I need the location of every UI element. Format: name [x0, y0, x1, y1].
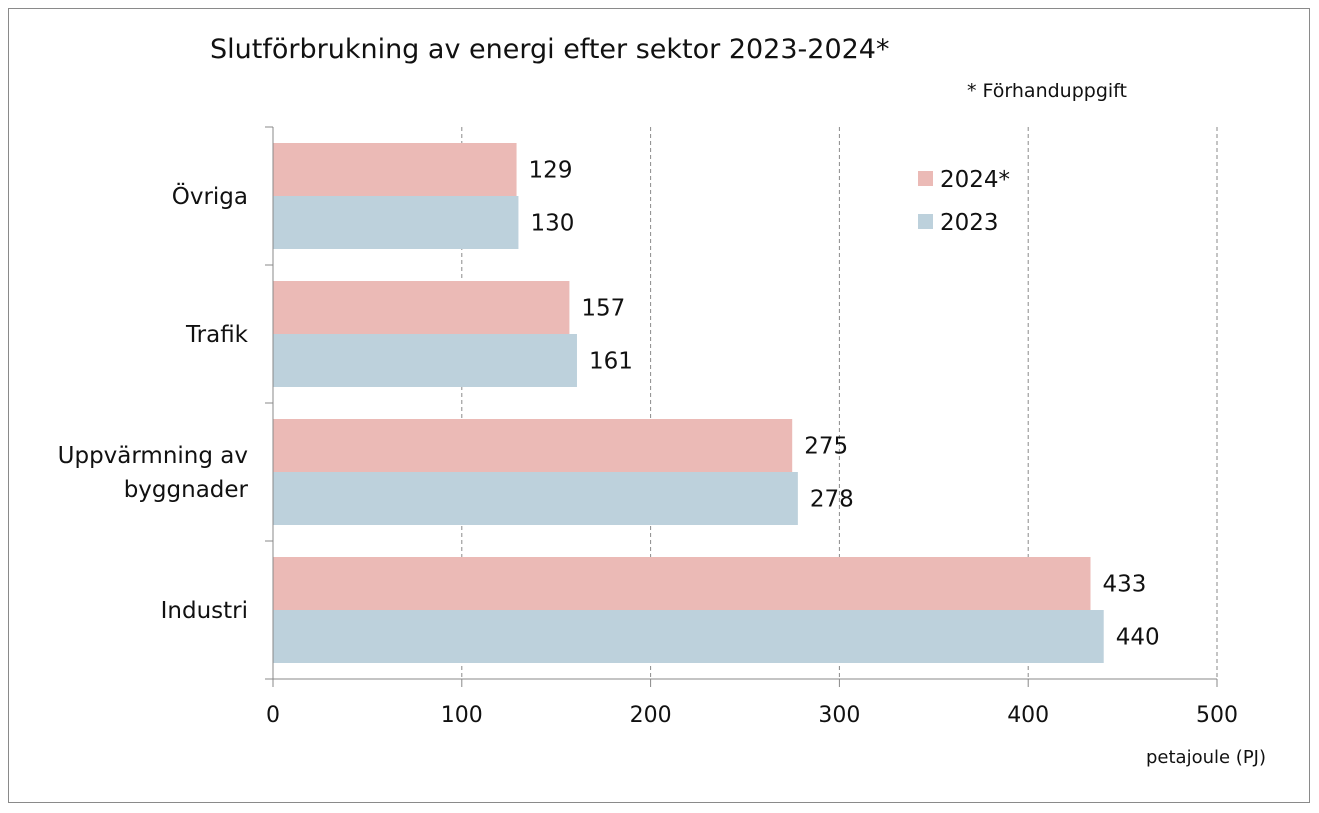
bar [273, 419, 793, 472]
x-tick-label: 400 [1007, 703, 1049, 728]
x-tick-label: 500 [1196, 703, 1238, 728]
bar [273, 281, 570, 334]
data-label: 130 [530, 211, 574, 237]
x-axis-title: petajoule (PJ) [1146, 747, 1266, 768]
legend-label: 2024* [940, 167, 1010, 193]
x-tick-label: 0 [266, 703, 280, 728]
bar [273, 143, 517, 196]
bar [273, 334, 577, 387]
category-label: byggnader [124, 477, 249, 503]
category-label: Trafik [185, 322, 249, 348]
chart-frame [8, 8, 1310, 803]
x-tick-label: 100 [441, 703, 483, 728]
axes [265, 126, 1218, 687]
category-label: Uppvärmning av [58, 443, 248, 469]
labels: 129 130 157 161 275 278 433 440 0 100 200 300 400 500… [58, 158, 1238, 729]
x-tick-label: 200 [630, 703, 672, 728]
legend: 2024* 2023 [918, 167, 1010, 236]
data-label: 157 [581, 296, 625, 322]
legend-swatch [918, 171, 933, 186]
data-label: 440 [1116, 625, 1160, 651]
x-tick-label: 300 [818, 703, 860, 728]
chart-title: Slutförbrukning av energi efter sektor 2… [210, 34, 889, 65]
bar [273, 610, 1104, 663]
data-label: 275 [804, 434, 848, 460]
data-label: 129 [529, 158, 573, 184]
legend-swatch [918, 214, 933, 229]
bar [273, 196, 519, 249]
category-label: Övriga [172, 182, 248, 210]
bars [273, 143, 1104, 663]
bar [273, 557, 1091, 610]
category-label: Industri [161, 598, 248, 624]
data-label: 278 [810, 487, 854, 513]
chart-note: * Förhanduppgift [967, 80, 1127, 102]
data-label: 433 [1103, 572, 1147, 598]
bar [273, 472, 798, 525]
data-label: 161 [589, 349, 633, 375]
legend-label: 2023 [940, 210, 999, 236]
